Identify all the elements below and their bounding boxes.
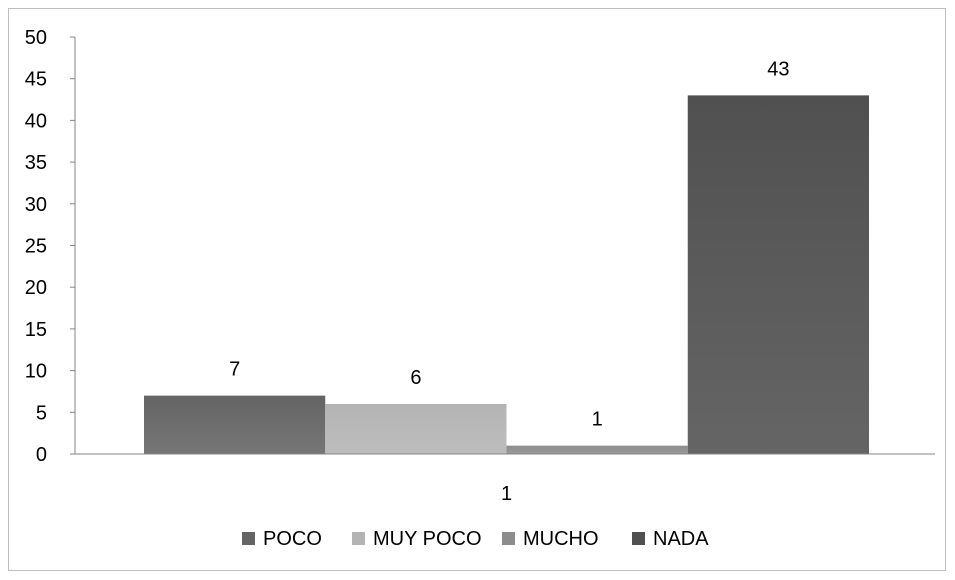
legend: POCO MUY POCO MUCHO NADA (242, 528, 709, 550)
y-tick-label: 15 (25, 319, 47, 341)
legend-swatch (352, 532, 365, 545)
legend-label: NADA (653, 528, 709, 550)
y-tick-label: 0 (36, 444, 47, 466)
legend-swatch (242, 532, 255, 545)
y-tick-label: 45 (25, 69, 47, 91)
x-tick-label: 1 (501, 483, 512, 505)
y-tick-label: 50 (25, 27, 47, 49)
y-tick-label: 20 (25, 277, 47, 299)
data-label: 1 (592, 409, 603, 431)
y-tick-label: 5 (36, 402, 47, 424)
data-label: 6 (410, 367, 421, 389)
y-tick-label: 25 (25, 236, 47, 258)
y-tick-label: 40 (25, 110, 47, 132)
y-tick-label: 35 (25, 152, 47, 174)
legend-label: MUY POCO (373, 528, 482, 550)
data-label: 43 (767, 58, 789, 80)
bar-poco (144, 395, 326, 454)
y-tick-label: 10 (25, 361, 47, 383)
y-tick-label: 30 (25, 194, 47, 216)
bar-nada (687, 95, 869, 454)
legend-swatch (632, 532, 645, 545)
data-label: 7 (229, 359, 240, 381)
bars: 7 6 1 43 (144, 58, 869, 454)
legend-label: POCO (263, 528, 322, 550)
x-axis: 1 (75, 453, 935, 505)
bar-muy-poco (325, 403, 507, 454)
bar-mucho (506, 445, 688, 454)
legend-swatch (502, 532, 515, 545)
y-axis: 0 5 10 15 20 25 30 35 40 45 50 (25, 27, 76, 466)
legend-label: MUCHO (523, 528, 599, 550)
